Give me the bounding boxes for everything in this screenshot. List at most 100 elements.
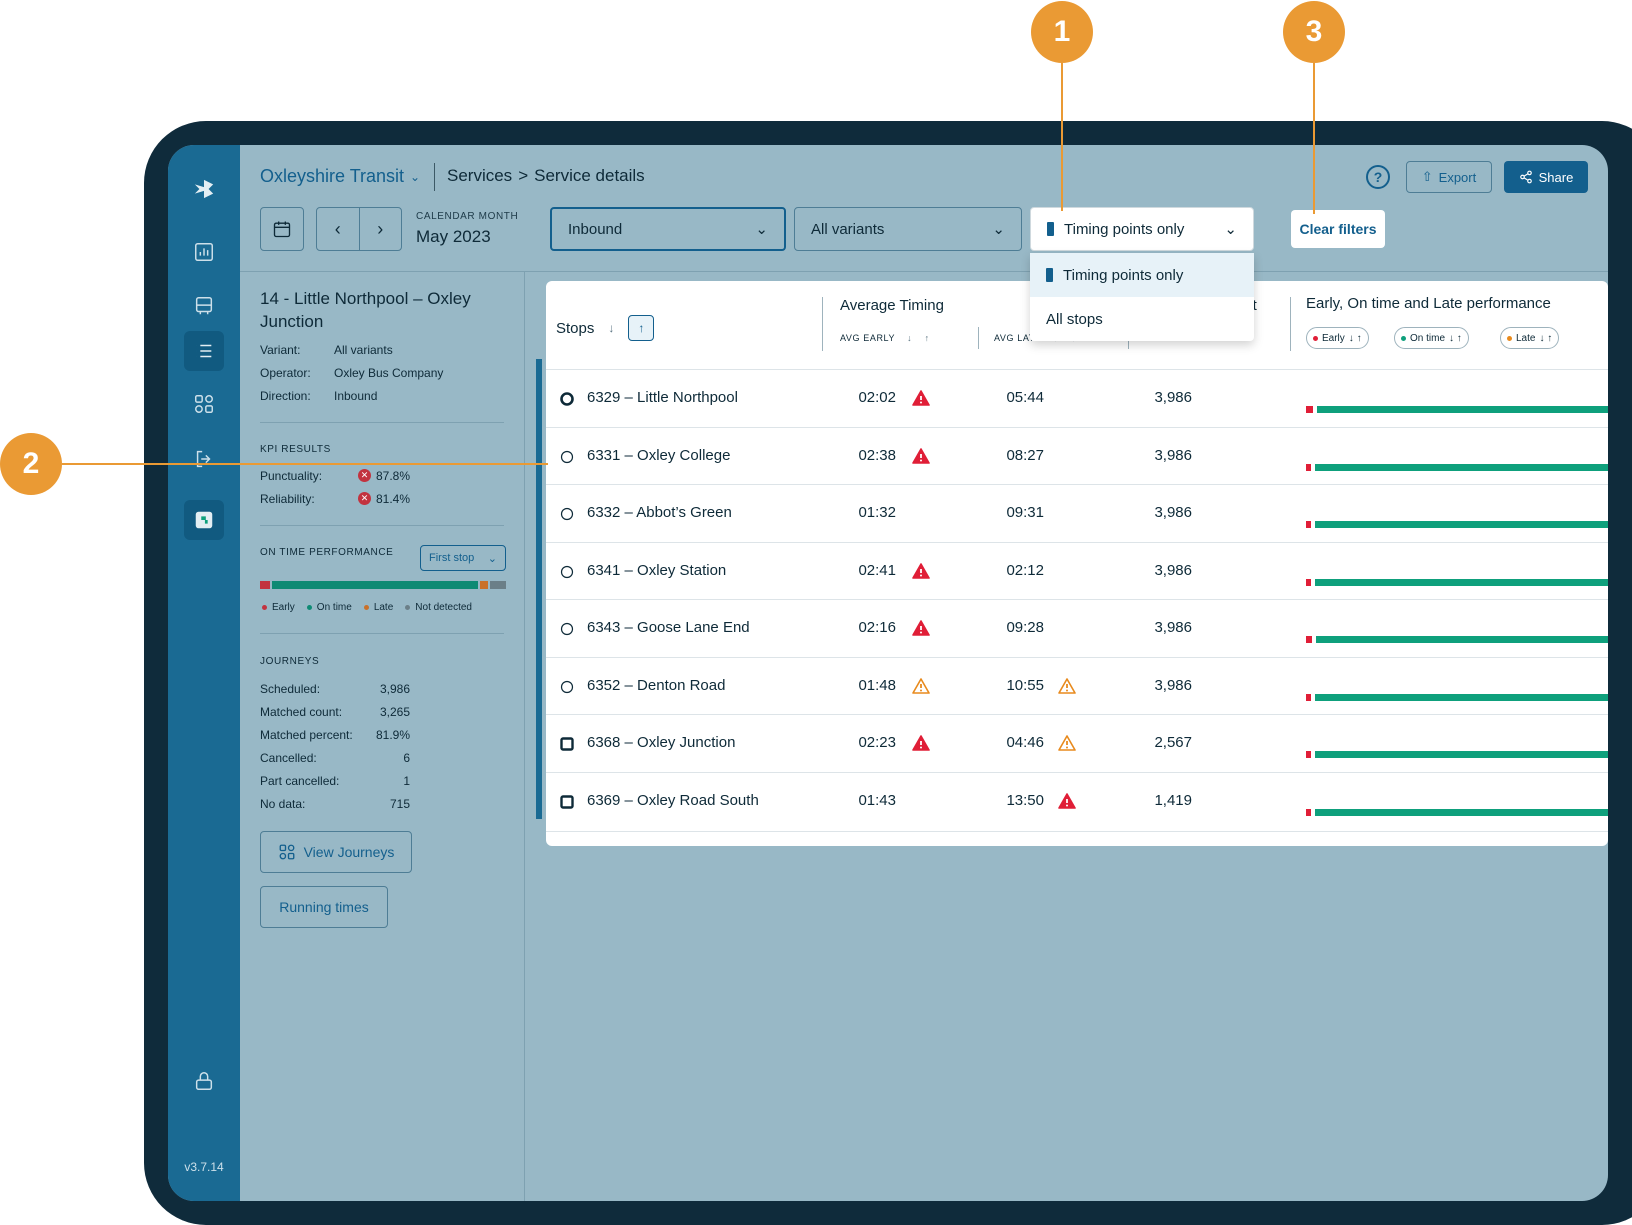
calendar-icon (273, 221, 291, 238)
next-month-button[interactable]: › (377, 218, 384, 239)
clear-filters-button[interactable]: Clear filters (1291, 210, 1385, 248)
panel-divider-line (524, 271, 525, 1201)
total-value: 3,986 (1154, 446, 1192, 464)
on-time-bar (1317, 406, 1608, 413)
stop-name: 6331 – Oxley College (587, 446, 731, 464)
view-journeys-button[interactable]: View Journeys (260, 831, 412, 873)
kpi-label: Reliability: (260, 491, 315, 506)
option-timing-points[interactable]: Timing points only (1030, 253, 1254, 297)
avg-late-value: 04:46 (1006, 734, 1044, 751)
sort-desc-icon[interactable]: ↓ (608, 321, 615, 335)
early-bar (1306, 751, 1311, 758)
stops-filter-dropdown: Timing points only All stops (1030, 253, 1254, 341)
journey-label: Scheduled: (260, 681, 321, 696)
help-icon[interactable]: ? (1366, 165, 1390, 189)
grid-icon[interactable] (184, 384, 224, 424)
avg-late-value: 02:12 (1006, 561, 1044, 579)
table-row[interactable]: 6343 – Goose Lane End 02:16 09:28 3,986 (546, 599, 1608, 657)
detail-row: Direction: Inbound (260, 384, 443, 407)
late-sort-chip[interactable]: Late ↓ ↑ (1500, 327, 1560, 349)
early-bar (1306, 463, 1311, 471)
calendar-button[interactable] (260, 207, 304, 251)
stops-table: Stops ↓ ↑ Average Timing AVG EARLY ↓ ↑ AV… (546, 281, 1608, 846)
journey-label: No data: (260, 796, 306, 811)
app-switch-icon[interactable] (184, 500, 224, 540)
on-time-sort-chip[interactable]: On time ↓ ↑ (1394, 327, 1469, 349)
detail-label: Direction: (260, 388, 311, 403)
avg-late-value: 09:28 (1006, 619, 1044, 636)
option-all-stops[interactable]: All stops (1030, 297, 1254, 341)
lock-icon[interactable] (184, 1061, 224, 1101)
chevron-down-icon: ⌄ (755, 221, 768, 238)
app-screen: v3.7.14 Oxleyshire Transit ⌄ Services > … (168, 145, 1608, 1201)
logo-icon[interactable] (184, 169, 224, 209)
detail-row: Variant: All variants (260, 338, 443, 361)
direction-select[interactable]: Inbound ⌄ (550, 207, 786, 251)
early-bar (1306, 693, 1311, 701)
sort-icons: ↓ ↑ (1539, 332, 1553, 344)
list-icon[interactable] (184, 331, 224, 371)
org-name: Oxleyshire Transit (260, 166, 405, 186)
table-row[interactable]: 6352 – Denton Road 01:48 10:55 3,986 (546, 656, 1608, 715)
sort-asc-button[interactable]: ↑ (628, 315, 655, 341)
total-value: 1,419 (1154, 791, 1192, 809)
otp-early-segment (260, 581, 270, 589)
variant-select[interactable]: All variants ⌄ (794, 207, 1022, 251)
avg-early-value: 02:23 (858, 734, 896, 751)
table-row[interactable]: 6331 – Oxley College 02:38 08:27 3,986 (546, 426, 1608, 485)
warning-icon (912, 735, 930, 755)
share-icon (1519, 170, 1532, 184)
detail-value: Oxley Bus Company (334, 365, 444, 380)
avg-early-value: 01:48 (858, 676, 896, 694)
stop-name: 6332 – Abbot’s Green (587, 504, 732, 521)
stop-type-icon (560, 507, 574, 521)
table-bottom-border (546, 831, 1608, 832)
stop-type-icon (560, 565, 574, 579)
option-label: All stops (1046, 310, 1103, 328)
stop-name: 6352 – Denton Road (587, 676, 726, 694)
chart-icon[interactable] (184, 232, 224, 272)
journey-label: Matched percent: (260, 727, 353, 742)
legend-early: Early (262, 602, 295, 613)
stop-name: 6343 – Goose Lane End (587, 619, 750, 636)
table-row[interactable]: 6329 – Little Northpool 02:02 05:44 3,986 (546, 369, 1608, 427)
performance-header: Early, On time and Late performance (1306, 295, 1551, 312)
service-title: 14 - Little Northpool – Oxley Junction (260, 289, 471, 331)
running-times-button[interactable]: Running times (260, 886, 388, 928)
otp-stop-select[interactable]: First stop ⌄ (420, 545, 506, 571)
journeys-list: Scheduled: 3,986 Matched count: 3,265 Matc… (260, 677, 410, 815)
view-journeys-label: View Journeys (303, 844, 395, 860)
legend-not-detected: Not detected (405, 602, 472, 613)
early-bar (1306, 521, 1311, 528)
share-button[interactable]: Share (1504, 161, 1588, 193)
breadcrumb-services[interactable]: Services (447, 166, 513, 185)
total-value: 3,986 (1154, 676, 1192, 694)
stops-filter-select[interactable]: Timing points only ⌄ (1030, 207, 1254, 251)
stop-name: 6369 – Oxley Road South (587, 791, 759, 809)
prev-month-button[interactable]: ‹ (317, 208, 360, 250)
early-bar (1306, 406, 1313, 413)
row-accent-bar (536, 359, 542, 819)
avg-early-value: 02:38 (858, 446, 896, 464)
table-row[interactable]: 6341 – Oxley Station 02:41 02:12 3,986 (546, 541, 1608, 600)
table-row[interactable]: 6369 – Oxley Road South 01:43 13:50 1,419 (546, 771, 1608, 830)
table-row[interactable]: 6332 – Abbot’s Green 01:32 09:31 3,986 (546, 484, 1608, 542)
month-nav: ‹ › (316, 207, 402, 251)
table-row[interactable]: 6368 – Oxley Junction 02:23 04:46 2,567 (546, 714, 1608, 772)
timing-point-icon (1046, 268, 1053, 282)
journey-label: Cancelled: (260, 750, 317, 765)
early-sort-chip[interactable]: Early ↓ ↑ (1306, 327, 1369, 349)
header-divider-line (240, 271, 1608, 272)
sort-icons[interactable]: ↓ ↑ (907, 333, 930, 343)
bus-icon[interactable] (184, 286, 224, 326)
share-label: Share (1538, 169, 1574, 185)
export-button[interactable]: ⇧ Export (1406, 161, 1492, 193)
warning-icon (1058, 792, 1076, 813)
service-details: Variant: All variants Operator: Oxley Bus … (260, 338, 443, 407)
kpi-row: Punctuality: ✕ 87.8% (260, 464, 410, 487)
avg-early-value: 02:41 (858, 561, 896, 579)
org-switcher[interactable]: Oxleyshire Transit ⌄ (260, 166, 420, 187)
on-time-bar (1316, 636, 1608, 643)
logout-icon[interactable] (184, 439, 224, 479)
avg-early-header[interactable]: AVG EARLY ↓ ↑ (840, 333, 930, 343)
